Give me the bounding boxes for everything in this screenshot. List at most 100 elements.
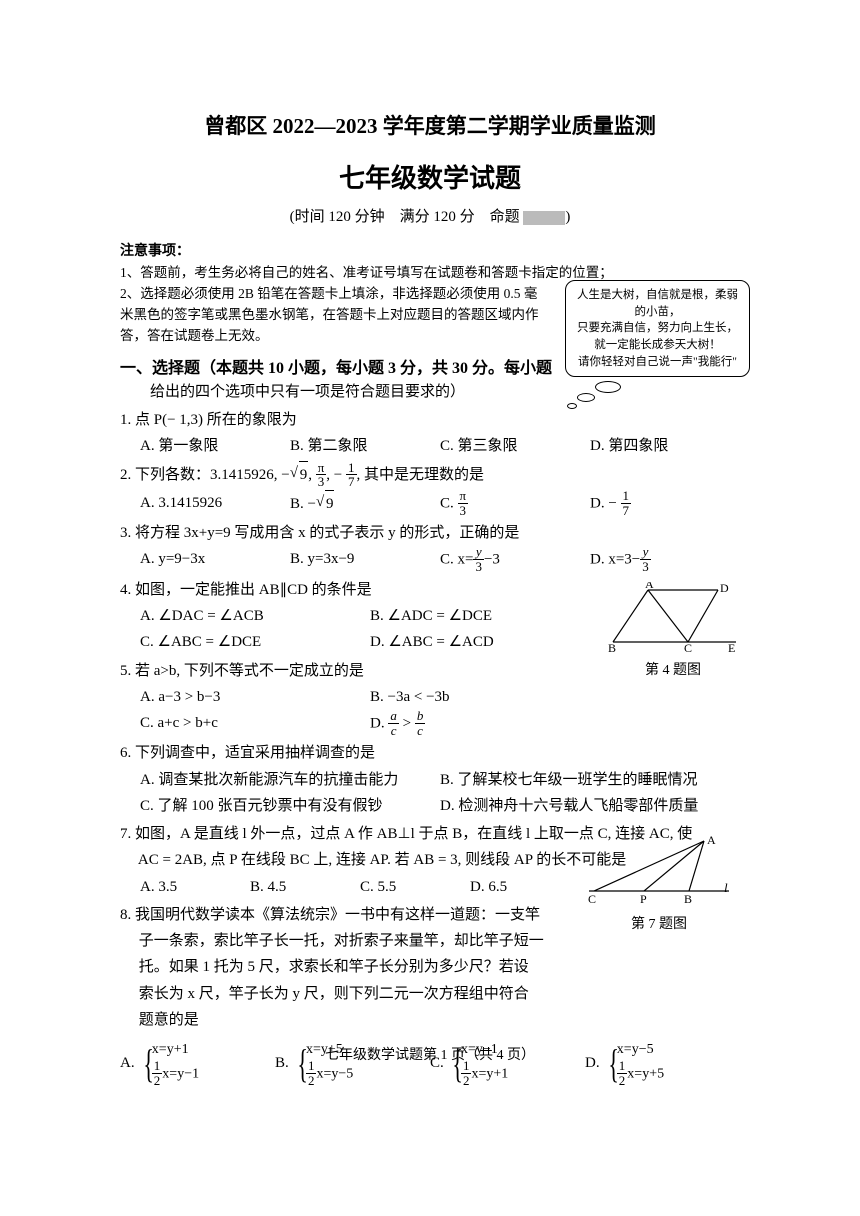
bubble-trail [565,377,750,407]
page-footer: 七年级数学试题第 1 页（共 4 页） [0,1044,860,1064]
bubble-circle-1 [595,381,621,393]
figure-q4: A D B C E 第 4 题图 [608,582,738,679]
q8b-eq2: 12x=y−5 [306,1060,353,1088]
sqrt-9-b: 9 [316,490,335,517]
frac-1-7: 17 [346,461,357,489]
bubble-line2: 只要充满自信，努力向上生长，就一定能长成参天大树！ [574,320,741,353]
redacted-name [523,211,565,225]
frac-pi-3-c: π3 [458,489,469,517]
q1-opt-a: A. 第一象限 [140,433,290,459]
svg-text:l: l [724,880,728,895]
q5-opt-d: D. ac > bc [370,710,600,738]
q2-opt-c: C. π3 [440,490,590,518]
q6-options-row1: A. 调查某批次新能源汽车的抗撞击能力 B. 了解某校七年级一班学生的睡眠情况 [140,767,740,793]
q7-options: A. 3.5 B. 4.5 C. 5.5 D. 6.5 [140,874,580,900]
q3d-pre: D. x=3− [590,552,640,568]
q7-opt-b: B. 4.5 [250,874,360,900]
q3-opt-d: D. x=3−y3 [590,546,740,574]
q1-text: 1. 点 P(− 1,3) 所在的象限为 [120,407,740,433]
q8a-eq2: 12x=y−1 [152,1060,199,1088]
svg-text:E: E [728,641,735,652]
q4-opt-b: B. ∠ADC = ∠DCE [370,603,600,629]
q1-opt-b: B. 第二象限 [290,433,440,459]
bubble-line3: 请你轻轻对自己说一声"我能行" [574,354,741,371]
svg-text:C: C [588,892,596,906]
q1-opt-c: C. 第三象限 [440,433,590,459]
q2-opt-d: D. − 17 [590,490,740,518]
q8d-eq2: 12x=y+5 [617,1060,664,1088]
bubble-circle-2 [577,393,595,402]
q5-opt-c: C. a+c > b+c [140,710,370,738]
svg-text:B: B [608,641,616,652]
q4-options-row1: A. ∠DAC = ∠ACB B. ∠ADC = ∠DCE [140,603,600,629]
q8-line5: 题意的是 [120,1007,740,1033]
q2b-pre: B. − [290,496,316,512]
q5-options-row1: A. a−3 > b−3 B. −3a < −3b [140,684,600,710]
q2-suffix: , 其中是无理数的是 [357,467,485,483]
q2-mid: , [308,467,316,483]
q1-options: A. 第一象限 B. 第二象限 C. 第三象限 D. 第四象限 [140,433,740,459]
notes-header: 注意事项： [120,240,740,260]
q2-prefix: 2. 下列各数：3.1415926, − [120,467,290,483]
bubble-line1: 人生是大树，自信就是根，柔弱的小苗， [574,287,741,320]
svg-text:A: A [645,582,654,591]
q2-mid2: , − [326,467,346,483]
q8-line2: 子一条索，索比竿子长一托，对折索子来量竿，却比竿子短一 [120,928,570,954]
q2d-pre: D. − [590,496,621,512]
q4-diagram: A D B C E [608,582,738,652]
q8-line1: 8. 我国明代数学读本《算法统宗》一书中有这样一道题：一支竿 [120,902,570,928]
q7-opt-a: A. 3.5 [140,874,250,900]
exam-region-title: 曾都区 2022—2023 学年度第二学期学业质量监测 [120,110,740,140]
frac-y-3-c: y3 [473,545,484,573]
q3-text: 3. 将方程 3x+y=9 写成用含 x 的式子表示 y 的形式，正确的是 [120,520,740,546]
q7-opt-c: C. 5.5 [360,874,470,900]
frac-b-c: bc [415,709,426,737]
svg-text:B: B [684,892,692,906]
svg-text:C: C [684,641,692,652]
q3-options: A. y=9−3x B. y=3x−9 C. x=y3−3 D. x=3−y3 [140,546,740,574]
q3c-suf: −3 [484,552,500,568]
q4-opt-a: A. ∠DAC = ∠ACB [140,603,370,629]
q6-text: 6. 下列调查中，适宜采用抽样调查的是 [120,740,740,766]
q3-opt-a: A. y=9−3x [140,546,290,574]
q7-fig-label: 第 7 题图 [584,913,734,933]
q8c-eq2: 12x=y+1 [461,1060,508,1088]
q4-text: 4. 如图，一定能推出 AB∥CD 的条件是 [120,577,580,603]
q5-opt-b: B. −3a < −3b [370,684,600,710]
q4-opt-d: D. ∠ABC = ∠ACD [370,629,600,655]
frac-a-c: ac [388,709,399,737]
q1-opt-d: D. 第四象限 [590,433,740,459]
q5d-suf: > [399,716,415,732]
q5-options-row2: C. a+c > b+c D. ac > bc [140,710,600,738]
q2-opt-b: B. −9 [290,490,440,518]
notes-line2: 2、选择题必须使用 2B 铅笔在答题卡上填涂，非选择题必须使用 0.5 毫米黑色… [120,284,550,347]
q4-opt-c: C. ∠ABC = ∠DCE [140,629,370,655]
q8-line3: 托。如果 1 托为 5 尺，求索长和竿子长分别为多少尺？若设 [120,954,570,980]
figure-q7: A B C P l 第 7 题图 [584,836,734,933]
q6-opt-a: A. 调查某批次新能源汽车的抗撞击能力 [140,767,440,793]
q6-options-row2: C. 了解 100 张百元钞票中有没有假钞 D. 检测神舟十六号载人飞船零部件质… [140,793,740,819]
q2c-pre: C. [440,496,458,512]
q5-opt-a: A. a−3 > b−3 [140,684,370,710]
frac-pi-3: π3 [316,461,327,489]
svg-text:P: P [640,892,647,906]
q5d-pre: D. [370,716,388,732]
exam-subject-title: 七年级数学试题 [120,158,740,195]
frac-y-3-d: y3 [640,545,651,573]
thought-bubble: 人生是大树，自信就是根，柔弱的小苗， 只要充满自信，努力向上生长，就一定能长成参… [565,280,750,407]
q6-opt-c: C. 了解 100 张百元钞票中有没有假钞 [140,793,440,819]
q6-opt-b: B. 了解某校七年级一班学生的睡眠情况 [440,767,740,793]
q4-options-row2: C. ∠ABC = ∠DCE D. ∠ABC = ∠ACD [140,629,600,655]
q6-opt-d: D. 检测神舟十六号载人飞船零部件质量 [440,793,740,819]
svg-text:A: A [707,836,716,847]
frac-1-7-d: 17 [621,489,632,517]
subtitle-prefix: (时间 120 分钟 满分 120 分 命题 [290,209,524,225]
q7-opt-d: D. 6.5 [470,874,580,900]
svg-text:D: D [720,582,729,595]
q4-fig-label: 第 4 题图 [608,659,738,679]
subtitle-suffix: ) [565,209,570,225]
q3-opt-b: B. y=3x−9 [290,546,440,574]
q2-options: A. 3.1415926 B. −9 C. π3 D. − 17 [140,490,740,518]
q3-opt-c: C. x=y3−3 [440,546,590,574]
sqrt-9: 9 [290,461,309,488]
